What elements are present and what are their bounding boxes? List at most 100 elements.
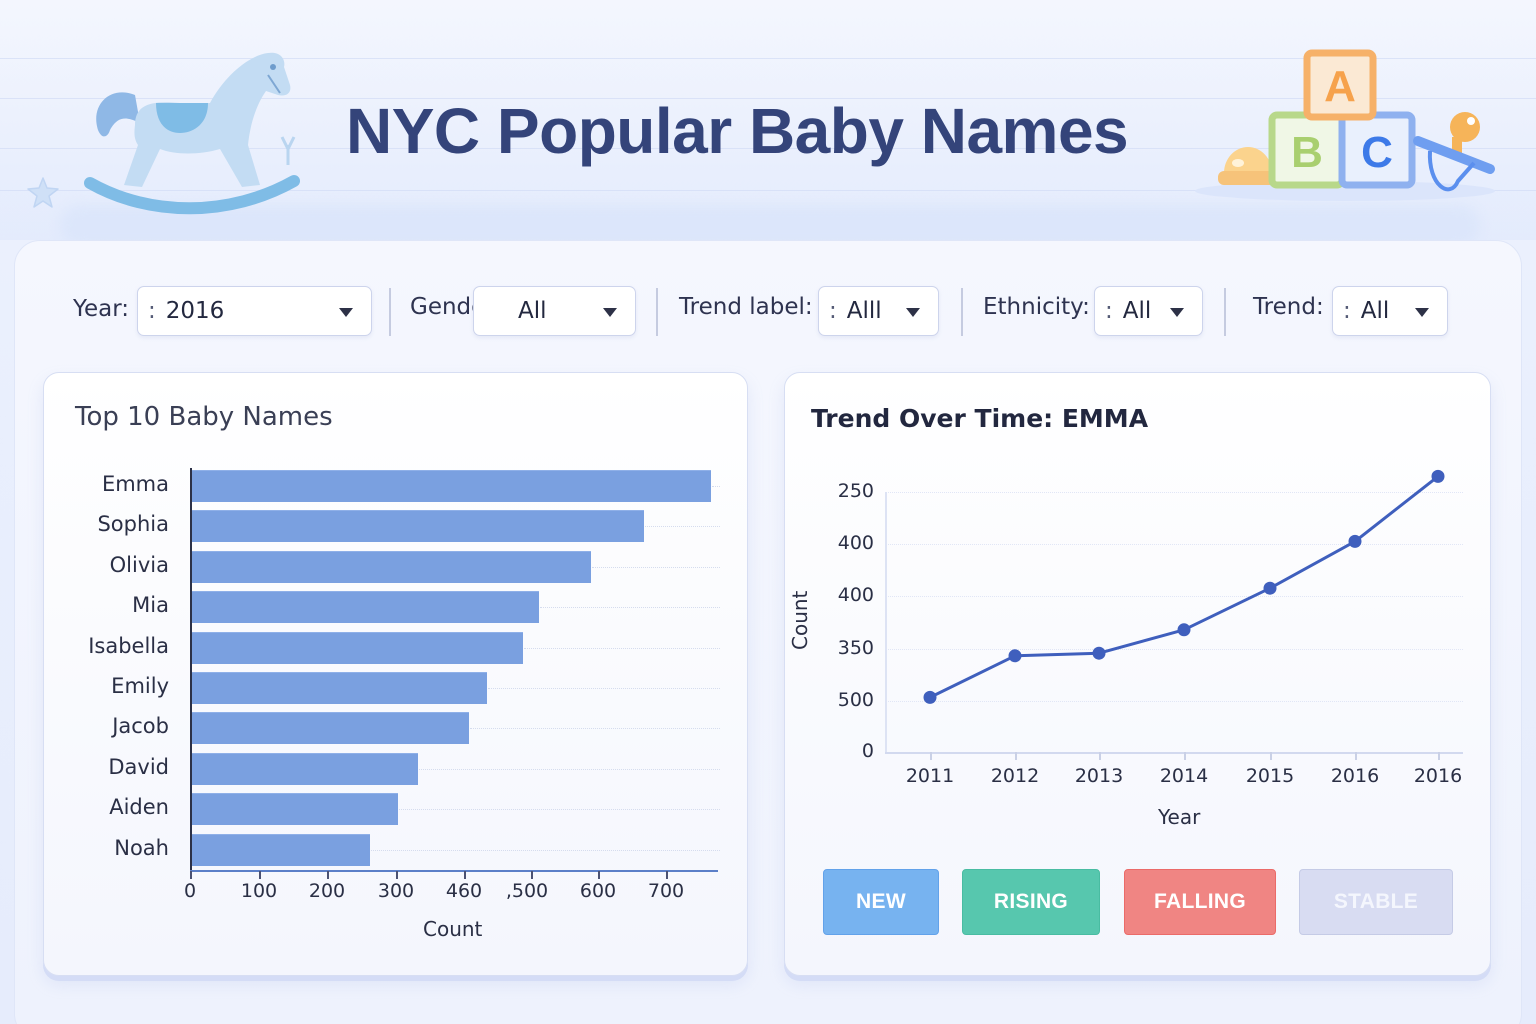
ethnicity-select-value: All bbox=[1122, 298, 1152, 324]
bar[interactable] bbox=[191, 470, 712, 502]
grid-line bbox=[712, 486, 720, 487]
header-banner: NYC Popular Baby Names B C A bbox=[0, 0, 1536, 245]
x-tick-label: 2016 bbox=[1413, 765, 1463, 787]
grid-line bbox=[885, 649, 1463, 650]
x-tick-label: 2011 bbox=[905, 765, 955, 787]
data-point[interactable] bbox=[1177, 623, 1191, 637]
x-tick-label: 2012 bbox=[990, 765, 1040, 787]
data-point[interactable] bbox=[923, 690, 937, 704]
data-point[interactable] bbox=[1263, 581, 1277, 595]
grid-line bbox=[644, 526, 720, 528]
x-tick-label: 0 bbox=[183, 880, 197, 902]
bar[interactable] bbox=[191, 833, 370, 866]
bar[interactable] bbox=[191, 752, 419, 785]
x-tick-label: 100 bbox=[240, 880, 278, 902]
rattle-icon bbox=[1218, 147, 1280, 185]
x-tick-label: ,500 bbox=[505, 880, 549, 902]
bar[interactable] bbox=[191, 510, 644, 543]
grid-line bbox=[470, 728, 720, 730]
y-axis bbox=[190, 468, 192, 876]
bar-label: Emily bbox=[111, 674, 169, 698]
x-tick-label: 200 bbox=[308, 880, 346, 902]
x-tick bbox=[1355, 752, 1357, 760]
y-tick-label: 400 bbox=[837, 584, 874, 606]
year-select[interactable]: : 2016 bbox=[137, 286, 372, 336]
trend-rising-button[interactable]: RISING bbox=[962, 869, 1100, 935]
year-select-value: 2016 bbox=[165, 298, 225, 324]
data-point[interactable] bbox=[1348, 534, 1362, 548]
x-tick-label: 700 bbox=[647, 880, 685, 902]
x-tick bbox=[666, 871, 668, 879]
x-tick-label: 2014 bbox=[1159, 765, 1209, 787]
gender-select[interactable]: All bbox=[473, 286, 636, 336]
bar[interactable] bbox=[191, 591, 540, 624]
bar-label: Sophia bbox=[97, 512, 169, 537]
ethnicity-filter-label: Ethnicity: bbox=[983, 294, 1090, 320]
ethnicity-select[interactable]: : All bbox=[1094, 286, 1203, 336]
page-title: NYC Popular Baby Names bbox=[346, 95, 1129, 167]
trend-select[interactable]: : All bbox=[1332, 286, 1448, 336]
chevron-down-icon bbox=[1170, 308, 1184, 317]
x-tick bbox=[1438, 752, 1440, 760]
bar-label: Jacob bbox=[112, 714, 169, 739]
data-point[interactable] bbox=[1431, 469, 1445, 483]
bar-label: Noah bbox=[114, 835, 169, 860]
divider bbox=[961, 288, 963, 336]
filter-bar: Year: : 2016 Gender: All Trend label: : … bbox=[0, 286, 1536, 338]
star-icon bbox=[27, 177, 59, 208]
data-point[interactable] bbox=[1008, 649, 1022, 663]
y-axis bbox=[885, 492, 887, 752]
x-axis-title: Count bbox=[423, 917, 483, 941]
year-filter-label: Year: bbox=[73, 296, 130, 322]
abc-blocks-icon: B C A bbox=[1195, 49, 1495, 201]
x-tick bbox=[531, 871, 533, 879]
x-tick-label: 600 bbox=[579, 880, 617, 902]
trend-label-filter-label: Trend label: bbox=[679, 294, 813, 320]
grid-line bbox=[885, 544, 1463, 545]
svg-text:C: C bbox=[1361, 128, 1393, 177]
x-tick-label: 2016 bbox=[1330, 765, 1380, 787]
data-point[interactable] bbox=[1092, 646, 1106, 660]
y-tick-label: 400 bbox=[837, 532, 874, 554]
grid-line bbox=[523, 647, 720, 649]
grid-line bbox=[885, 492, 1463, 493]
grid-line bbox=[398, 809, 720, 811]
trend-falling-button[interactable]: FALLING bbox=[1124, 869, 1276, 935]
bar-label: Isabella bbox=[88, 633, 169, 658]
x-tick bbox=[1270, 752, 1272, 760]
bar[interactable] bbox=[191, 631, 523, 664]
x-tick bbox=[259, 871, 261, 879]
gender-select-value: All bbox=[518, 298, 547, 324]
trend-stable-button[interactable]: STABLE bbox=[1299, 869, 1453, 935]
bar[interactable] bbox=[191, 550, 591, 583]
y-tick-label: 500 bbox=[837, 689, 874, 711]
grid-line bbox=[487, 688, 720, 689]
chevron-down-icon bbox=[603, 308, 617, 317]
trend-new-button[interactable]: NEW bbox=[823, 869, 939, 935]
x-tick bbox=[1015, 752, 1017, 760]
x-tick bbox=[930, 752, 932, 760]
bar-label: Olivia bbox=[109, 552, 169, 577]
chevron-down-icon bbox=[339, 308, 353, 317]
grid-line bbox=[370, 849, 720, 851]
x-tick bbox=[598, 871, 600, 879]
bar-label: Emma bbox=[101, 472, 169, 496]
trend-title: Trend Over Time: EMMA bbox=[811, 404, 1149, 433]
y-tick-label: 250 bbox=[837, 480, 874, 502]
trend-label-select[interactable]: : Alll bbox=[818, 286, 939, 336]
trend-label-select-value: Alll bbox=[846, 298, 882, 324]
trend-select-value: All bbox=[1360, 298, 1390, 324]
x-tick bbox=[190, 871, 192, 879]
bar[interactable] bbox=[191, 712, 470, 745]
x-tick-label: 2013 bbox=[1074, 765, 1124, 787]
grid-line bbox=[419, 768, 720, 770]
bar[interactable] bbox=[191, 672, 487, 704]
grid-line bbox=[591, 566, 720, 568]
x-axis bbox=[885, 752, 1463, 754]
chevron-down-icon bbox=[906, 308, 920, 317]
bar[interactable] bbox=[191, 793, 398, 826]
y-tick-label: 350 bbox=[837, 637, 874, 659]
x-tick-label: 2015 bbox=[1245, 765, 1295, 787]
rocking-horse-icon bbox=[84, 52, 300, 215]
